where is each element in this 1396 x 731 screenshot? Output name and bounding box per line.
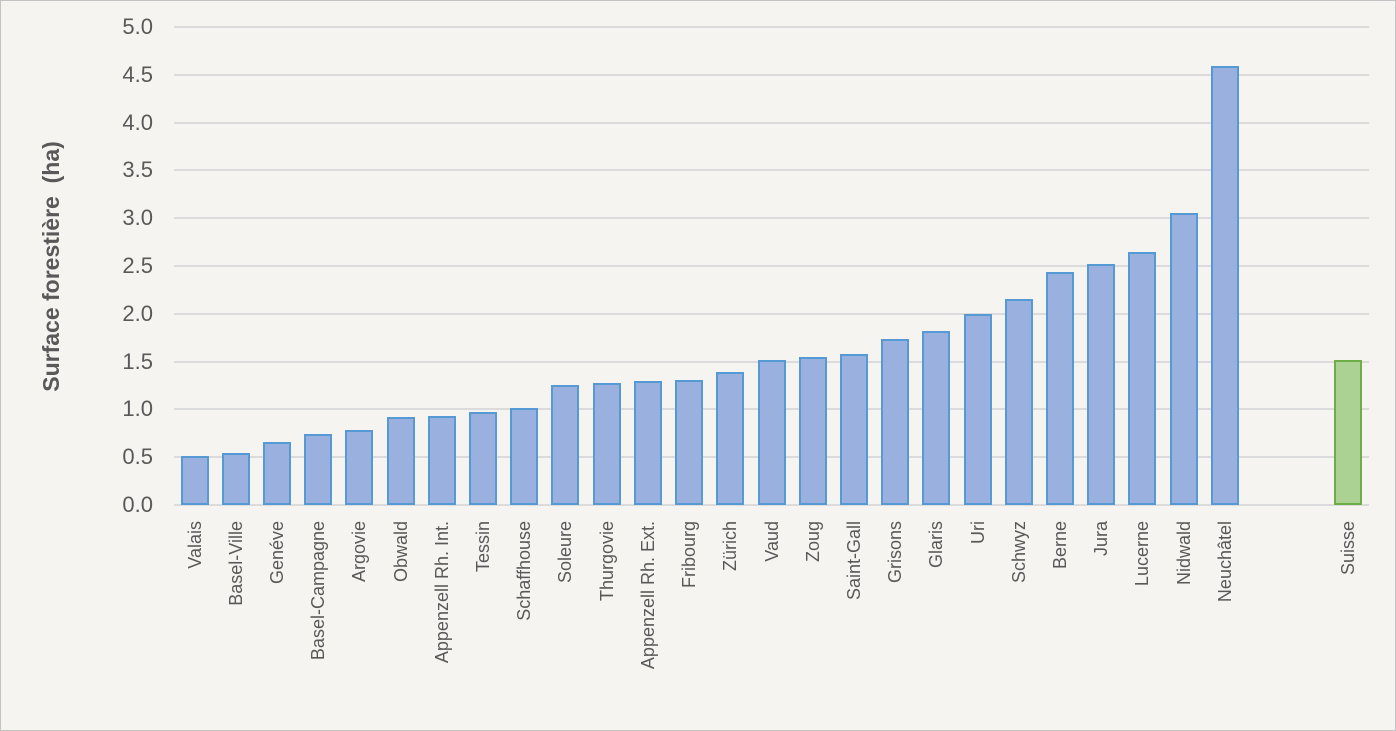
gridline-4.0 — [174, 121, 1369, 124]
bar-nidwald — [1169, 213, 1198, 505]
x-label-basel-campagne: Basel-Campagne — [308, 521, 329, 661]
bar-thurgovie — [592, 382, 621, 505]
x-label-saint-gall: Saint-Gall — [843, 521, 864, 601]
bar-argovie — [345, 430, 374, 505]
x-label-uri: Uri — [967, 521, 988, 544]
gridline-5.0 — [174, 26, 1369, 28]
y-tick-label-2.5: 2.5 — [122, 253, 153, 278]
x-label-obwald: Obwald — [390, 521, 411, 583]
x-label-zoug: Zoug — [802, 521, 823, 563]
x-label-soleure: Soleure — [555, 521, 576, 584]
gridline-2.0 — [174, 312, 1369, 315]
y-tick-label-5.0: 5.0 — [122, 14, 153, 39]
bar-appenzell-rh-ext- — [633, 380, 662, 505]
bar-gen-ve — [263, 441, 292, 505]
bar-schwyz — [1004, 298, 1033, 505]
x-label-neuch-tel: Neuchâtel — [1214, 521, 1235, 603]
gridline-3.0 — [174, 217, 1369, 220]
x-label-appenzell-rh-int-: Appenzell Rh. Int. — [431, 521, 452, 664]
gridline-4.5 — [174, 73, 1369, 76]
x-label-jura: Jura — [1091, 521, 1112, 557]
bar-uri — [963, 313, 992, 505]
x-label-grisons: Grisons — [885, 521, 906, 584]
gridline-2.5 — [174, 265, 1369, 267]
bar-valais — [180, 456, 209, 505]
gridline-0.0 — [174, 504, 1369, 506]
x-label-basel-ville: Basel-Ville — [225, 521, 246, 606]
bar-saint-gall — [839, 353, 868, 505]
x-label-thurgovie: Thurgovie — [596, 521, 617, 602]
y-tick-label-0.0: 0.0 — [122, 492, 153, 517]
y-tick-label-4.5: 4.5 — [122, 61, 153, 87]
bar-basel-campagne — [304, 434, 333, 505]
y-tick-label-1.0: 1.0 — [122, 396, 153, 422]
y-tick-label-2.0: 2.0 — [122, 300, 153, 326]
x-label-z-rich: Zürich — [720, 521, 741, 572]
x-label-appenzell-rh-ext-: Appenzell Rh. Ext. — [637, 521, 658, 670]
bar-obwald — [386, 417, 415, 505]
x-label-tessin: Tessin — [473, 521, 494, 573]
bar-neuch-tel — [1210, 66, 1239, 505]
x-label-vaud: Vaud — [761, 521, 782, 562]
bar-fribourg — [675, 379, 704, 505]
y-tick-label-3.0: 3.0 — [122, 205, 153, 231]
bar-suisse — [1334, 359, 1363, 505]
x-label-schwyz: Schwyz — [1008, 521, 1029, 584]
y-tick-label-4.0: 4.0 — [122, 109, 153, 135]
x-label-suisse: Suisse — [1338, 521, 1359, 576]
bar-soleure — [551, 384, 580, 505]
bar-zoug — [798, 356, 827, 505]
bar-berne — [1045, 271, 1074, 505]
y-tick-label-1.5: 1.5 — [122, 348, 153, 374]
x-label-schaffhouse: Schaffhouse — [514, 521, 535, 621]
x-label-valais: Valais — [184, 521, 205, 569]
bar-vaud — [757, 359, 786, 505]
x-label-argovie: Argovie — [349, 521, 370, 583]
bar-tessin — [469, 412, 498, 505]
x-label-glaris: Glaris — [926, 521, 947, 569]
x-label-nidwald: Nidwald — [1173, 521, 1194, 586]
bar-appenzell-rh-int- — [427, 416, 456, 505]
bar-grisons — [881, 338, 910, 505]
x-label-lucerne: Lucerne — [1132, 521, 1153, 587]
y-tick-label-3.5: 3.5 — [122, 157, 153, 183]
bar-schaffhouse — [510, 408, 539, 505]
y-tick-label-0.5: 0.5 — [122, 444, 153, 470]
x-label-berne: Berne — [1049, 521, 1070, 570]
bar-glaris — [922, 331, 951, 505]
gridline-3.5 — [174, 169, 1369, 172]
bar-z-rich — [716, 372, 745, 505]
bar-jura — [1087, 264, 1116, 505]
x-label-gen-ve: Genéve — [267, 521, 288, 585]
bar-basel-ville — [221, 453, 250, 505]
bar-lucerne — [1128, 251, 1157, 505]
x-label-fribourg: Fribourg — [679, 521, 700, 589]
